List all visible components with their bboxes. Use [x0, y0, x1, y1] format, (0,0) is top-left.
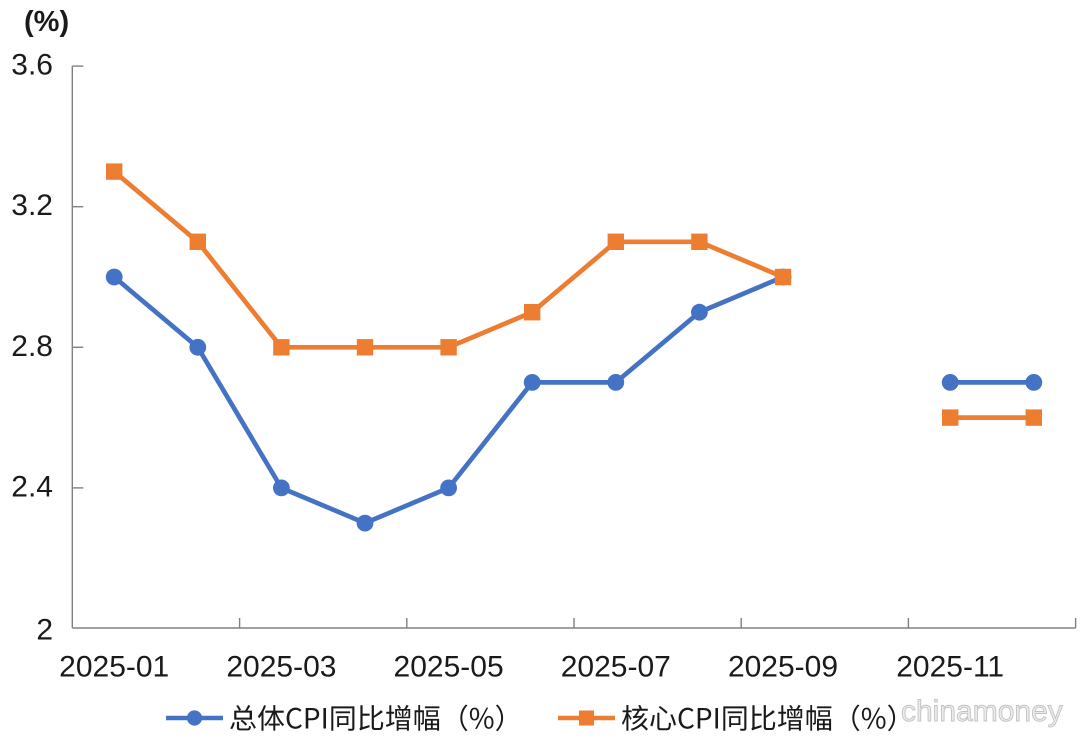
svg-text:3.2: 3.2	[11, 189, 53, 222]
svg-text:2025-09: 2025-09	[728, 651, 838, 684]
svg-text:2: 2	[36, 614, 53, 647]
svg-text:2.8: 2.8	[11, 330, 53, 363]
svg-text:chinamoney: chinamoney	[901, 695, 1063, 728]
svg-text:2025-11: 2025-11	[896, 651, 1004, 684]
svg-text:(%): (%)	[24, 6, 69, 38]
svg-text:2.4: 2.4	[11, 470, 53, 503]
svg-text:3.6: 3.6	[11, 49, 53, 82]
svg-text:2025-07: 2025-07	[561, 651, 671, 684]
svg-text:2025-03: 2025-03	[226, 651, 336, 684]
svg-text:2025-01: 2025-01	[59, 651, 169, 684]
svg-text:2025-05: 2025-05	[394, 651, 504, 684]
